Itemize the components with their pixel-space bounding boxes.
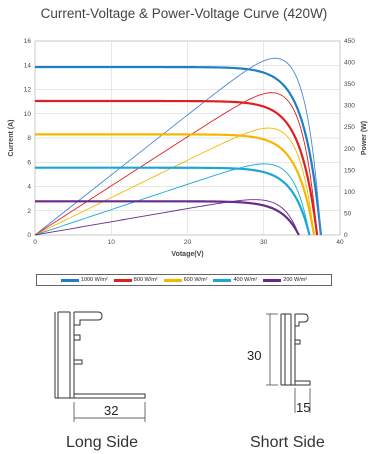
long-side-profile [54,311,146,399]
long-side-dim-text: 32 [104,403,118,418]
y-tick-label: 14 [24,62,32,69]
pv-curve-2 [34,127,315,236]
y-tick-label: 8 [27,135,31,142]
y-tick-label: 4 [27,184,31,191]
x-tick-label: 0 [33,239,37,246]
legend-item-600: 600 W/m² [163,277,208,283]
legend-label-200: 200 W/m² [283,277,308,283]
long-side-label: Long Side [66,434,139,451]
x-tick-label: 30 [260,239,268,246]
y2-tick-label: 300 [344,103,355,110]
y2-tick-label: 100 [344,189,355,196]
pv-curve-1 [34,92,318,236]
legend-swatch-1000 [60,278,79,282]
pv-curve-4 [34,199,300,236]
x-tick-label: 40 [336,239,344,246]
x-tick-label: 20 [184,239,192,246]
y2-axis-label: Power (W) [361,121,368,155]
y-tick-label: 0 [27,232,31,239]
legend-label-600: 600 W/m² [183,277,208,283]
legend-item-200: 200 W/m² [263,277,307,283]
y-axis-label: Current (A) [8,120,15,157]
y2-tick-label: 450 [344,38,355,45]
y-tick-label: 6 [27,159,31,166]
x-tick-label: 10 [108,239,116,246]
legend-item-800: 800 W/m² [113,277,158,283]
y2-tick-label: 0 [344,232,348,239]
chart-title: Current-Voltage & Power-Voltage Curve (4… [40,6,328,21]
y2-tick-label: 150 [344,167,355,174]
short-side-profile [280,313,311,386]
legend-item-1000: 1000 W/m² [60,277,108,283]
y-tick-label: 10 [24,111,32,118]
legend-item-400: 400 W/m² [213,277,257,283]
x-axis-label: Votage(V) [171,251,203,258]
y2-tick-label: 250 [344,124,355,131]
legend-swatch-600 [163,278,182,282]
legend-label-1000: 1000 W/m² [80,277,108,283]
long-side-dimension [73,402,146,422]
iv-curve-1 [35,99,319,236]
y-tick-label: 16 [24,38,32,45]
y2-tick-label: 200 [344,146,355,153]
pv-curve-3 [34,163,310,236]
short-side-label: Short Side [250,434,325,451]
y2-tick-label: 50 [344,210,352,217]
y-tick-label: 2 [27,208,31,215]
legend-label-400: 400 W/m² [233,277,258,283]
y-tick-label: 12 [24,87,32,94]
y2-tick-label: 350 [344,81,355,88]
iv-curve-0 [35,65,323,236]
legend-swatch-800 [113,278,132,282]
iv-curve-2 [35,133,316,236]
legend-swatch-400 [213,278,232,282]
short-side-dimension [266,313,311,413]
legend-label-800: 800 W/m² [133,277,158,283]
y2-tick-label: 400 [344,60,355,67]
short-side-height-text: 30 [247,348,261,363]
short-side-width-text: 15 [296,400,310,415]
iv-curve-3 [35,166,311,236]
pv-curve-0 [34,57,322,236]
frame-profiles: 32 30 15 [54,311,311,422]
chart-legend: 1000 W/m² 800 W/m² 600 W/m² 400 W/m² 200… [36,274,332,286]
iv-curve-4 [35,200,300,236]
legend-swatch-200 [263,278,282,282]
